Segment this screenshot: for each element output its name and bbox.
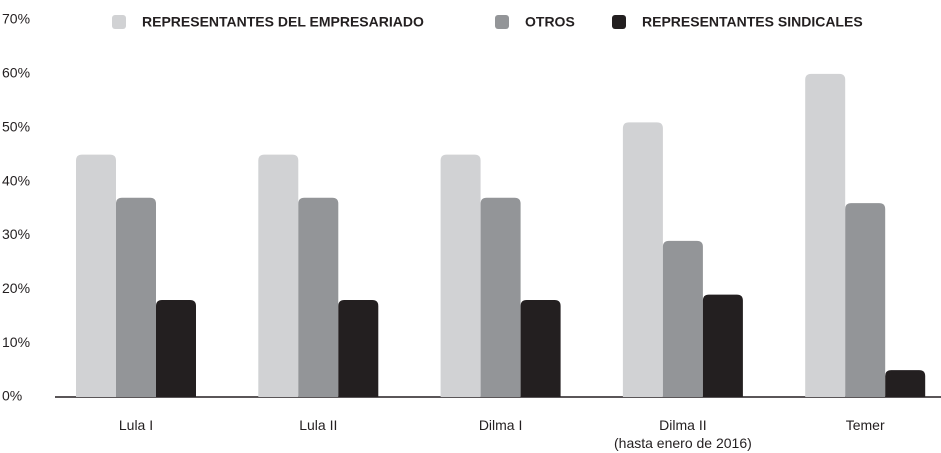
y-tick-label: 40%: [2, 172, 30, 188]
x-tick-label: Temer: [845, 417, 885, 433]
bar: [298, 197, 339, 397]
x-tick-label: Dilma I: [478, 417, 523, 433]
legend-label: OTROS: [525, 14, 575, 30]
bar: [76, 154, 116, 397]
y-tick-label: 10%: [2, 334, 30, 350]
bar: [805, 73, 846, 397]
y-tick-label: 20%: [2, 280, 30, 296]
bar: [885, 370, 926, 397]
bar: [845, 203, 886, 397]
y-tick-label: 60%: [2, 65, 30, 81]
bar: [622, 122, 663, 397]
legend-swatch: [495, 15, 509, 29]
legend-label: REPRESENTANTES SINDICALES: [642, 14, 863, 30]
y-tick-label: 70%: [2, 11, 30, 27]
legend-swatch: [112, 15, 126, 29]
bar: [156, 300, 196, 397]
y-tick-label: 50%: [2, 118, 30, 134]
x-tick-label: Lula I: [118, 417, 154, 433]
legend-label: REPRESENTANTES DEL EMPRESARIADO: [142, 14, 424, 30]
bar: [440, 154, 481, 397]
bar: [702, 294, 743, 397]
bar: [116, 197, 156, 397]
bar: [480, 197, 521, 397]
x-tick-label: Dilma II (hasta enero de 2016): [614, 417, 752, 451]
bar: [662, 240, 703, 397]
bar: [520, 300, 561, 397]
y-tick-label: 0%: [2, 388, 22, 404]
bar: [258, 154, 299, 397]
bar: [338, 300, 379, 397]
x-tick-label: Lula II: [299, 417, 338, 433]
legend-swatch: [612, 15, 626, 29]
y-tick-label: 30%: [2, 226, 30, 242]
